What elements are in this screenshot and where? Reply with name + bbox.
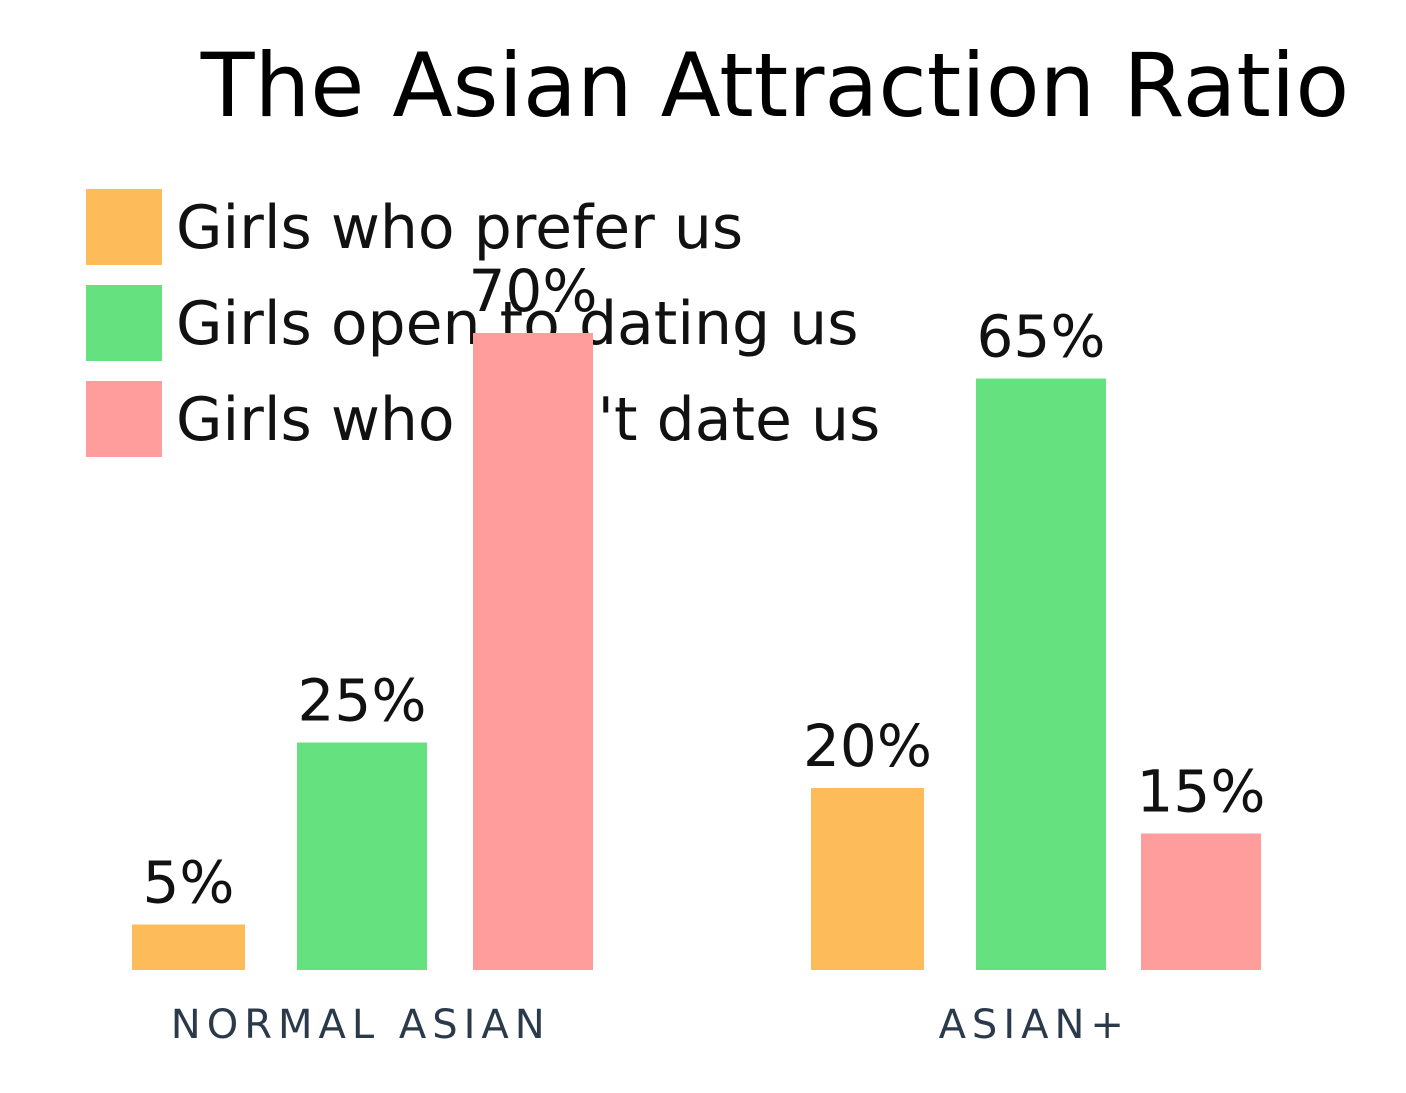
- bar: [811, 788, 924, 970]
- bar: [132, 924, 245, 970]
- data-label: 5%: [142, 849, 234, 917]
- data-label: 20%: [803, 712, 932, 780]
- legend-swatch: [86, 285, 162, 361]
- legend-label: Girls who prefer us: [176, 193, 743, 263]
- data-label: 65%: [977, 303, 1106, 371]
- bar: [976, 378, 1106, 970]
- bar: [473, 333, 593, 970]
- legend-swatch: [86, 381, 162, 457]
- value-label-group: 5% 25% 70% 20% 65% 15%: [142, 257, 1265, 917]
- bar: [297, 742, 427, 970]
- category-label: NORMAL ASIAN: [171, 1002, 551, 1048]
- data-label: 70%: [469, 257, 598, 325]
- data-label: 15%: [1137, 758, 1266, 826]
- bar-group: [132, 333, 1261, 970]
- category-label: ASIAN+: [939, 1002, 1130, 1048]
- legend-swatch: [86, 189, 162, 265]
- category-label-group: NORMAL ASIAN ASIAN+: [171, 1002, 1130, 1048]
- data-label: 25%: [298, 667, 427, 735]
- bar: [1141, 833, 1261, 970]
- chart-title: The Asian Attraction Ratio: [200, 34, 1349, 137]
